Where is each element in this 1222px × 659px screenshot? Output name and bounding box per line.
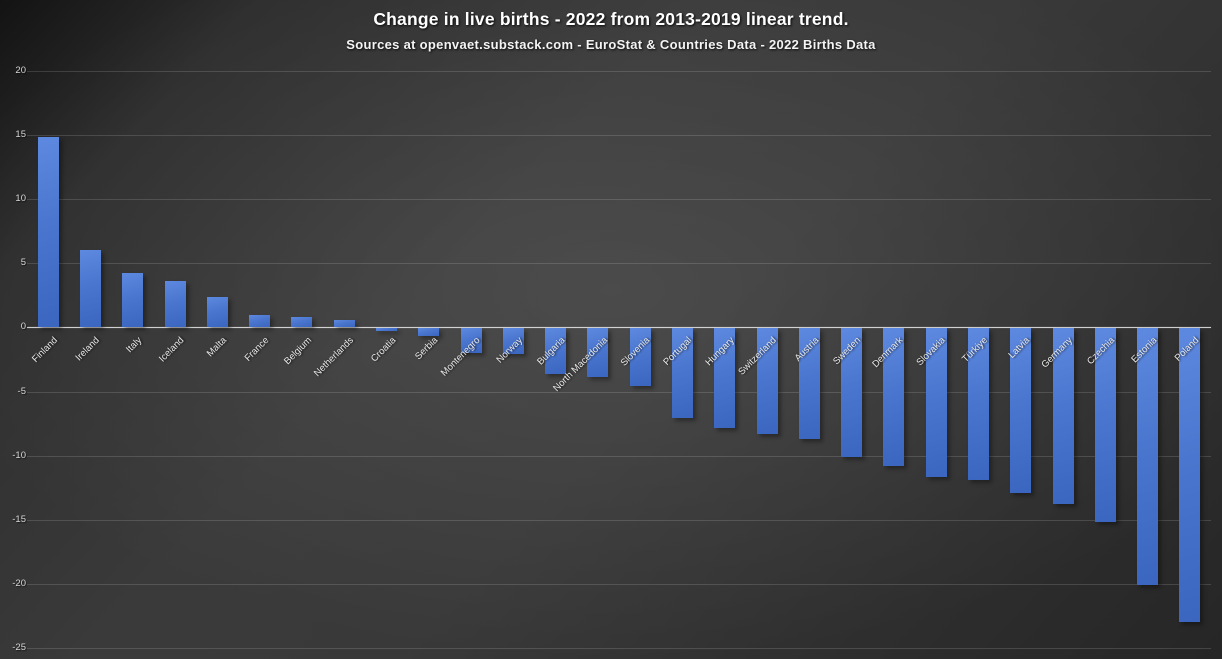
bar-netherlands (333, 319, 355, 328)
bar-slovakia (925, 328, 947, 478)
bar-slovenia (629, 328, 651, 387)
bar-finland (37, 137, 59, 328)
bar-serbia (418, 328, 440, 336)
category-label: Serbia (413, 335, 441, 363)
bar-latvia (1010, 328, 1032, 493)
chart-subtitle: Sources at openvaet.substack.com - EuroS… (346, 37, 876, 52)
bar-portugal (671, 328, 693, 419)
gridline-y--20 (27, 584, 1211, 586)
y-tick-label: 5 (20, 257, 26, 269)
bar-iceland (164, 281, 186, 328)
y-tick-label: -25 (12, 642, 26, 654)
category-label: Malta (204, 335, 230, 360)
bar-estonia (1137, 328, 1159, 586)
category-label: Ireland (73, 335, 103, 364)
bar-bulgaria (545, 328, 567, 375)
gridline-y--15 (27, 519, 1211, 521)
x-axis-zero-line (27, 327, 1211, 329)
gridline-y--25 (27, 648, 1211, 650)
gridline-y--5 (27, 391, 1211, 393)
gridline-y--10 (27, 455, 1211, 457)
category-label: Croatia (368, 335, 399, 365)
bar-malta (206, 296, 228, 328)
category-label: France (242, 335, 272, 364)
gridline-y-15 (27, 134, 1211, 136)
y-tick-label: 20 (15, 64, 26, 76)
y-tick-label: -15 (12, 513, 26, 525)
category-label: Italy (124, 335, 145, 356)
bar-poland (1179, 328, 1201, 623)
y-tick-label: -5 (17, 385, 26, 397)
gridline-y-5 (27, 263, 1211, 265)
y-tick-label: -10 (12, 449, 26, 461)
category-label: Netherlands (311, 335, 356, 380)
bar-switzerland (756, 328, 778, 434)
category-label: Finland (30, 335, 60, 366)
bar-croatia (375, 328, 397, 331)
bar-france (249, 314, 271, 328)
bar-norway (502, 328, 524, 354)
bar-italy (122, 273, 144, 328)
gridline-y-20 (27, 70, 1211, 72)
y-tick-label: 0 (20, 321, 26, 333)
gridline-y-10 (27, 198, 1211, 200)
category-label: Iceland (157, 335, 187, 365)
bar-czechia (1094, 328, 1116, 523)
y-tick-label: -20 (12, 578, 26, 590)
bar-sweden (841, 328, 863, 457)
bar-denmark (883, 328, 905, 466)
bar-north-macedonia (587, 328, 609, 378)
bar-austria (798, 328, 820, 439)
bar-türkiye (967, 328, 989, 480)
y-tick-label: 10 (15, 192, 26, 204)
bar-montenegro (460, 328, 482, 353)
bar-belgium (291, 317, 313, 328)
category-label: Belgium (281, 335, 314, 368)
bar-germany (1052, 328, 1074, 505)
y-tick-label: 15 (15, 128, 26, 140)
bar-hungary (714, 328, 736, 429)
bar-ireland (79, 250, 101, 328)
chart-title: Change in live births - 2022 from 2013-2… (373, 9, 849, 29)
